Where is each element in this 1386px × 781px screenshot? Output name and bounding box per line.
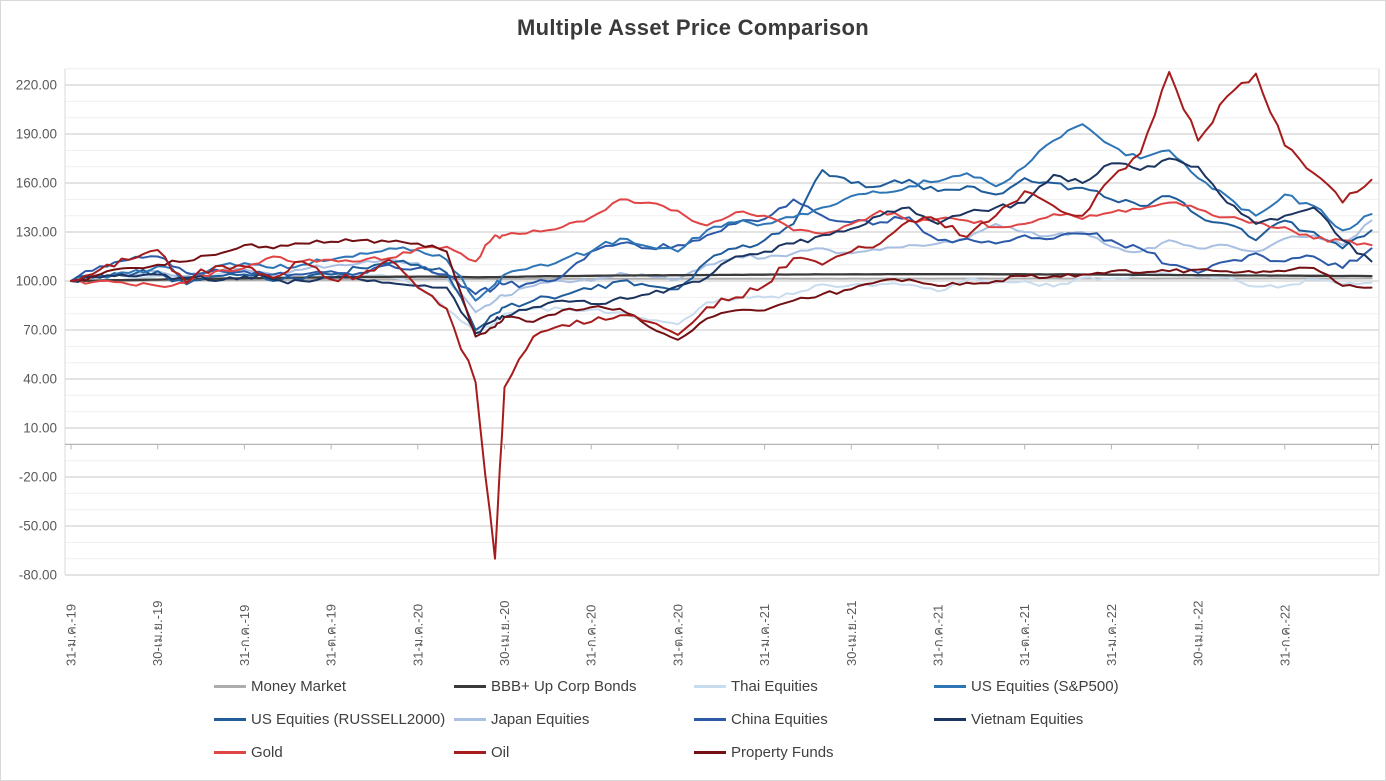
x-axis-label: 31-ก.ค.-22 <box>1277 605 1292 666</box>
legend-item-gold: Gold <box>214 741 454 764</box>
legend-label-property-funds: Property Funds <box>731 744 834 761</box>
legend-swatch-us-equities-russell2000 <box>214 718 246 721</box>
legend-label-thai-equities: Thai Equities <box>731 678 818 695</box>
legend-item-thai-equities: Thai Equities <box>694 675 934 698</box>
y-axis-label: -20.00 <box>19 470 57 485</box>
x-axis-label: 31-ก.ค.-19 <box>237 605 252 666</box>
legend-item-money-market: Money Market <box>214 675 454 698</box>
y-axis-label: -80.00 <box>19 568 57 583</box>
series-line-vietnam-equities <box>70 157 1373 335</box>
legend-swatch-oil <box>454 751 486 754</box>
legend-item-japan-equities: Japan Equities <box>454 708 694 731</box>
x-axis-label: 31-ม.ค.-19 <box>64 604 79 666</box>
y-axis-label: 220.00 <box>16 78 57 93</box>
x-axis-label: 31-ก.ค.-20 <box>584 605 599 666</box>
series-line-china-equities <box>70 198 1373 296</box>
legend-item-bbb-up-corp-bonds: BBB+ Up Corp Bonds <box>454 675 694 698</box>
series-line-property-funds <box>70 238 1373 341</box>
legend-item-vietnam-equities: Vietnam Equities <box>934 708 1174 731</box>
x-axis-label: 31-ก.ค.-21 <box>931 605 946 666</box>
legend-swatch-china-equities <box>694 718 726 721</box>
series-line-us-equities-sp500 <box>70 123 1373 302</box>
chart-legend: Money Market BBB+ Up Corp Bonds Thai Equit… <box>214 675 1174 764</box>
legend-label-us-equities-russell2000: US Equities (RUSSELL2000) <box>251 711 446 728</box>
y-axis-label: 190.00 <box>16 127 57 142</box>
y-axis-label: 130.00 <box>16 225 57 240</box>
legend-swatch-money-market <box>214 685 246 688</box>
y-axis-label: 70.00 <box>23 323 57 338</box>
x-axis-label: 31-ม.ค.-20 <box>410 604 425 666</box>
x-axis-label: 30-เม.ย.-20 <box>497 601 512 666</box>
legend-label-bbb-up-corp-bonds: BBB+ Up Corp Bonds <box>491 678 637 695</box>
series-line-gold <box>70 198 1373 288</box>
legend-item-us-equities-sp500: US Equities (S&P500) <box>934 675 1174 698</box>
y-axis-label: 160.00 <box>16 176 57 191</box>
x-axis-label: 31-ต.ค.-21 <box>1017 604 1032 666</box>
legend-swatch-bbb-up-corp-bonds <box>454 685 486 688</box>
legend-label-gold: Gold <box>251 744 283 761</box>
series-line-us-equities-russell2000 <box>70 169 1373 331</box>
legend-item-property-funds: Property Funds <box>694 741 934 764</box>
x-axis-label: 31-ม.ค.-21 <box>757 604 772 666</box>
legend-item-china-equities: China Equities <box>694 708 934 731</box>
y-axis-label: 40.00 <box>23 372 57 387</box>
legend-label-oil: Oil <box>491 744 510 761</box>
legend-swatch-property-funds <box>694 751 726 754</box>
legend-label-vietnam-equities: Vietnam Equities <box>971 711 1084 728</box>
chart-title: Multiple Asset Price Comparison <box>516 15 869 40</box>
legend-swatch-us-equities-sp500 <box>934 685 966 688</box>
legend-label-japan-equities: Japan Equities <box>491 711 590 728</box>
y-axis-label: -50.00 <box>19 519 57 534</box>
x-axis-label: 31-ต.ค.-19 <box>324 604 339 666</box>
legend-label-china-equities: China Equities <box>731 711 828 728</box>
x-axis-label: 30-เม.ย.-22 <box>1191 601 1206 666</box>
y-axis-label: 100.00 <box>16 274 57 289</box>
x-axis-label: 30-เม.ย.-21 <box>844 601 859 666</box>
x-axis-label: 31-ต.ค.-20 <box>670 604 685 666</box>
legend-swatch-japan-equities <box>454 718 486 721</box>
legend-item-us-equities-russell2000: US Equities (RUSSELL2000) <box>214 708 454 731</box>
legend-label-us-equities-sp500: US Equities (S&P500) <box>971 678 1119 695</box>
x-axis-label: 31-ม.ค.-22 <box>1104 604 1119 666</box>
series-line-oil <box>70 71 1373 560</box>
series-line-japan-equities <box>70 219 1373 314</box>
y-axis-label: 10.00 <box>23 421 57 436</box>
x-axis-label: 30-เม.ย.-19 <box>150 601 165 666</box>
legend-swatch-thai-equities <box>694 685 726 688</box>
legend-swatch-vietnam-equities <box>934 718 966 721</box>
legend-swatch-gold <box>214 751 246 754</box>
legend-label-money-market: Money Market <box>251 678 347 695</box>
legend-item-oil: Oil <box>454 741 694 764</box>
